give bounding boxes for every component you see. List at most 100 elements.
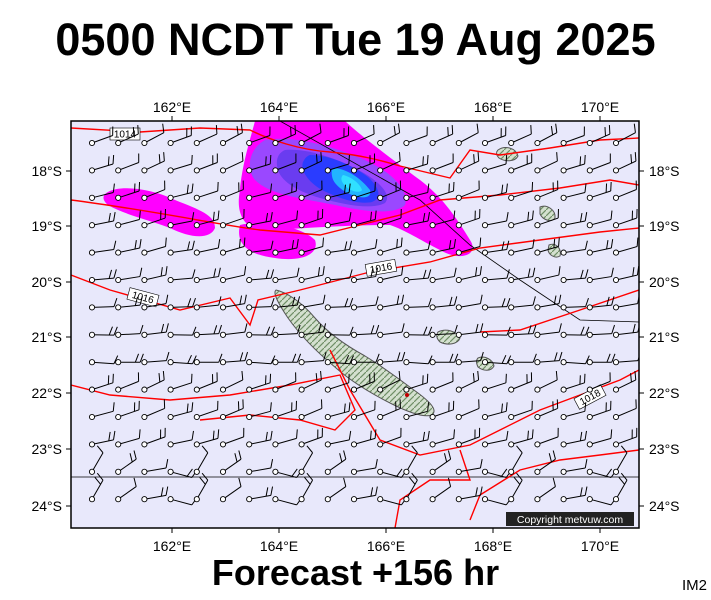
wind-barb (115, 267, 143, 284)
wind-barb (88, 297, 118, 311)
wind-barb (455, 370, 480, 393)
wind-barb (377, 399, 401, 421)
wind-barb (115, 125, 139, 147)
lat-label: 18°S (31, 163, 62, 179)
wind-barb (298, 323, 327, 338)
wind-barb (246, 430, 273, 448)
lat-label: 18°S (649, 163, 680, 179)
wind-barb (508, 353, 537, 366)
wind-barb (272, 181, 298, 201)
wind-barb (324, 240, 353, 256)
wind-barb (534, 477, 556, 503)
wind-barb (298, 445, 314, 475)
wind-barb (612, 180, 637, 201)
wind-barb (586, 210, 613, 229)
wind-barb (534, 351, 563, 366)
wind-barb (298, 399, 323, 421)
wind-barb (115, 210, 141, 229)
wind-barb (272, 324, 301, 338)
boundary-line (279, 121, 639, 323)
lon-label: 162°E (153, 538, 191, 554)
wind-barb (534, 427, 559, 448)
wind-barb (508, 296, 536, 311)
wind-barb (586, 239, 614, 256)
lon-label: 170°E (581, 538, 619, 554)
wind-barb (612, 427, 638, 448)
wind-barb (403, 154, 429, 174)
wind-barb (219, 351, 249, 366)
wind-barb (586, 400, 612, 421)
wind-barb (508, 210, 534, 229)
wind-barb (141, 237, 167, 256)
wind-barb (403, 472, 418, 503)
wind-barb (324, 297, 354, 311)
wind-barb (219, 237, 246, 256)
wind-barb (88, 212, 116, 229)
wind-barb (193, 324, 222, 338)
wind-barb (508, 181, 534, 201)
wind-barb (167, 269, 196, 284)
wind-barbs (88, 123, 639, 506)
wind-barb (298, 152, 323, 174)
wind-barb (350, 125, 375, 147)
wind-barb (586, 296, 615, 311)
wind-barb (88, 183, 115, 201)
wind-barb (560, 212, 588, 229)
wind-barb (141, 180, 166, 201)
wind-barb (534, 323, 562, 338)
lat-label: 24°S (31, 498, 62, 514)
wind-barb (246, 373, 272, 393)
wind-barb (560, 126, 585, 147)
wind-barb (141, 459, 169, 475)
wind-barb (481, 402, 508, 421)
isobar-label: 1016 (369, 261, 393, 276)
wind-barb (350, 296, 379, 311)
wind-barb (429, 125, 454, 147)
wind-barb (193, 153, 218, 174)
wind-barb (193, 372, 218, 393)
wind-barb (481, 297, 511, 311)
wind-barb (324, 269, 353, 284)
wind-barb (377, 237, 403, 256)
lon-label: 164°E (260, 99, 298, 115)
wind-barb (403, 430, 430, 448)
wind-barb (350, 267, 379, 284)
wind-barb (586, 125, 611, 147)
wind-barb (324, 154, 350, 174)
wind-barb (272, 429, 298, 448)
wind-barb (115, 324, 144, 338)
wind-barb (272, 210, 299, 229)
wind-barb (298, 180, 323, 201)
wind-barb (560, 269, 589, 284)
wind-barb (219, 123, 243, 147)
wind-barb (560, 430, 587, 448)
wind-barb (272, 372, 297, 393)
wind-barb (219, 294, 247, 311)
wind-barb (481, 373, 507, 393)
wind-barb (350, 210, 377, 229)
wind-barb (115, 153, 140, 174)
wind-barb (193, 296, 222, 311)
wind-barb (586, 429, 613, 448)
lat-label: 22°S (649, 385, 680, 401)
wind-barb (167, 183, 194, 201)
wind-barb (455, 180, 480, 201)
lon-label: 168°E (474, 538, 512, 554)
wind-barb (115, 477, 137, 503)
wind-barb (560, 486, 588, 503)
wind-barb (88, 126, 114, 147)
wind-barb (481, 183, 508, 201)
wind-barb (219, 450, 242, 475)
wind-barb (612, 123, 636, 147)
wind-barb (219, 370, 244, 393)
wind-barb (455, 237, 482, 256)
wind-barb (246, 269, 275, 284)
wind-barb (141, 323, 169, 338)
frame-ticks (66, 116, 644, 533)
wind-barb (141, 294, 169, 311)
wind-barb (508, 324, 537, 338)
lat-label: 20°S (649, 274, 680, 290)
wind-barb (534, 209, 559, 229)
wind-barb (508, 372, 533, 393)
wind-barb (324, 430, 352, 448)
